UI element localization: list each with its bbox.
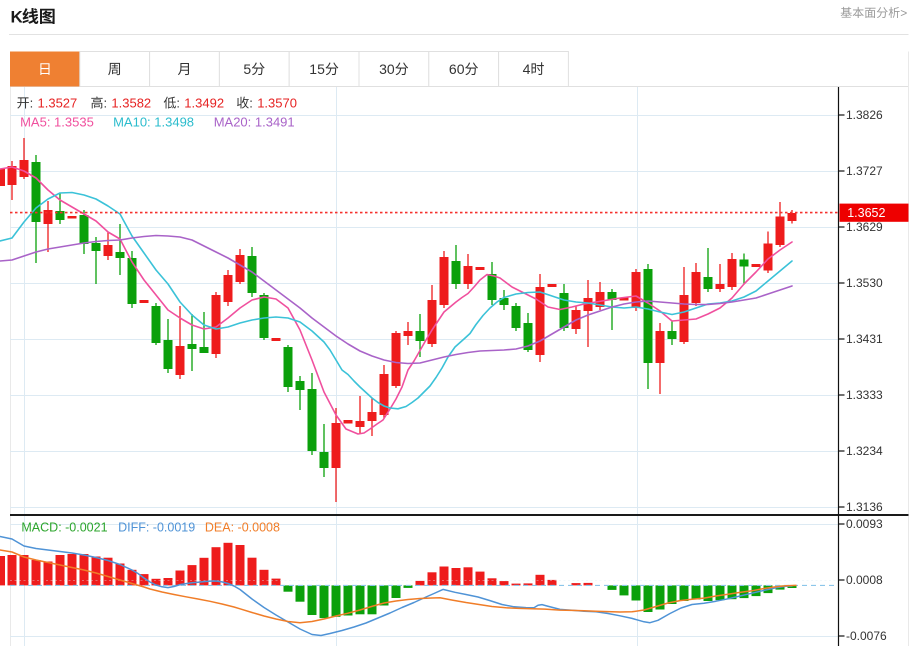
svg-text:0: 0 [457,61,465,77]
svg-text:DEA: -0.0008: DEA: -0.0008 [205,521,280,535]
svg-text:1.3492: 1.3492 [184,96,224,111]
svg-text:K: K [11,8,24,27]
svg-text:0.0093: 0.0093 [846,517,883,531]
svg-text:6: 6 [449,61,457,77]
svg-text:MA20: 1.3491: MA20: 1.3491 [214,115,295,130]
svg-text:1.3582: 1.3582 [111,96,151,111]
svg-text::: : [30,96,34,111]
svg-text:1.3527: 1.3527 [38,96,78,111]
svg-text:1: 1 [309,61,317,77]
svg-text:1.3652: 1.3652 [847,206,885,220]
svg-text:1.3826: 1.3826 [846,108,883,122]
svg-text:1.3570: 1.3570 [257,96,297,111]
svg-text:MA5: 1.3535: MA5: 1.3535 [20,115,94,130]
svg-text:1.3431: 1.3431 [846,332,883,346]
svg-text:-0.0076: -0.0076 [846,629,887,643]
svg-text:1.3629: 1.3629 [846,220,883,234]
svg-text::: : [176,96,180,111]
svg-text:0.0008: 0.0008 [846,573,883,587]
svg-text:1.3136: 1.3136 [846,500,883,514]
svg-text:MACD: -0.0021: MACD: -0.0021 [21,521,107,535]
svg-text:1.3530: 1.3530 [846,276,883,290]
svg-text::: : [249,96,253,111]
svg-text:DIFF: -0.0019: DIFF: -0.0019 [118,521,195,535]
svg-text:3: 3 [379,61,387,77]
svg-text:5: 5 [243,61,251,77]
svg-text:1.3727: 1.3727 [846,164,883,178]
svg-text:MA10: 1.3498: MA10: 1.3498 [113,115,194,130]
svg-text:1.3333: 1.3333 [846,388,883,402]
svg-text:4: 4 [523,61,531,77]
svg-text:5: 5 [317,61,325,77]
svg-text:0: 0 [387,61,395,77]
svg-text:1.3234: 1.3234 [846,444,883,458]
svg-text:>: > [900,6,907,20]
svg-text::: : [104,96,108,111]
